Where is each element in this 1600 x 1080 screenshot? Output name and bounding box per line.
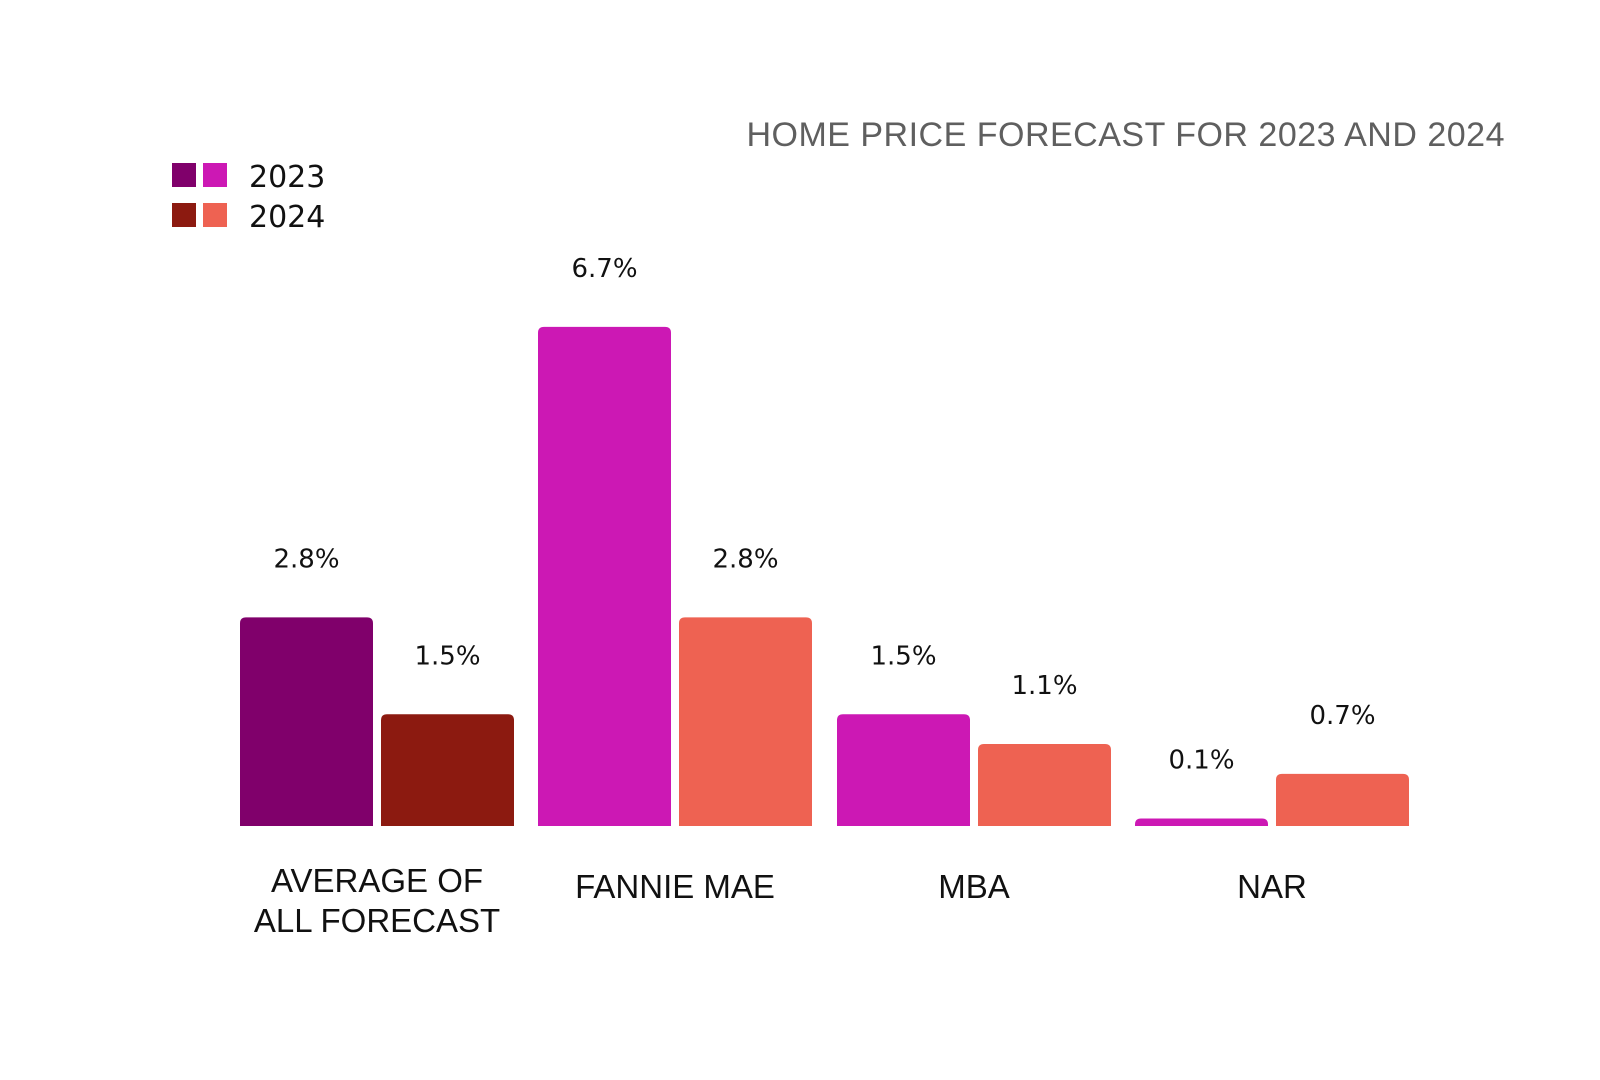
bars-group — [240, 326, 1409, 826]
legend-swatch-2024-0 — [172, 203, 196, 227]
legend-swatch-2023-0 — [172, 163, 196, 187]
value-label-2023-2: 1.5% — [870, 641, 936, 671]
legend-swatch-2024-1 — [203, 203, 227, 227]
value-label-2024-3: 0.7% — [1309, 701, 1375, 731]
legend: 2023 2024 — [172, 160, 325, 235]
value-label-2024-0: 1.5% — [414, 641, 480, 671]
value-label-2023-3: 0.1% — [1168, 746, 1234, 776]
bar-2024-1 — [679, 617, 812, 826]
category-label-3-line-0: NAR — [1237, 868, 1307, 905]
value-label-2024-1: 2.8% — [712, 544, 778, 574]
bar-2024-0 — [381, 714, 514, 826]
bar-2024-3 — [1276, 773, 1409, 826]
value-label-2024-2: 1.1% — [1011, 671, 1077, 701]
value-label-2023-1: 6.7% — [571, 254, 637, 284]
legend-label-2024: 2024 — [249, 200, 325, 235]
bar-2023-2 — [837, 714, 970, 826]
category-label-0-line-0: AVERAGE OF — [271, 862, 483, 899]
legend-swatch-2023-1 — [203, 163, 227, 187]
bar-2023-0 — [240, 617, 373, 826]
bar-2024-2 — [978, 744, 1111, 826]
legend-label-2023: 2023 — [249, 160, 325, 195]
value-label-2023-0: 2.8% — [273, 544, 339, 574]
value-labels-group: 2.8% 1.5% 6.7% 2.8% 1.5% 1.1% 0.1% 0.7% — [273, 254, 1375, 776]
category-label-0-line-1: ALL FORECAST — [254, 902, 500, 939]
chart-title: HOME PRICE FORECAST FOR 2023 AND 2024 — [746, 116, 1505, 154]
category-label-1-line-0: FANNIE MAE — [575, 868, 775, 905]
bar-2023-1 — [538, 326, 671, 826]
bar-2023-3 — [1135, 818, 1268, 826]
category-label-2-line-0: MBA — [938, 868, 1010, 905]
